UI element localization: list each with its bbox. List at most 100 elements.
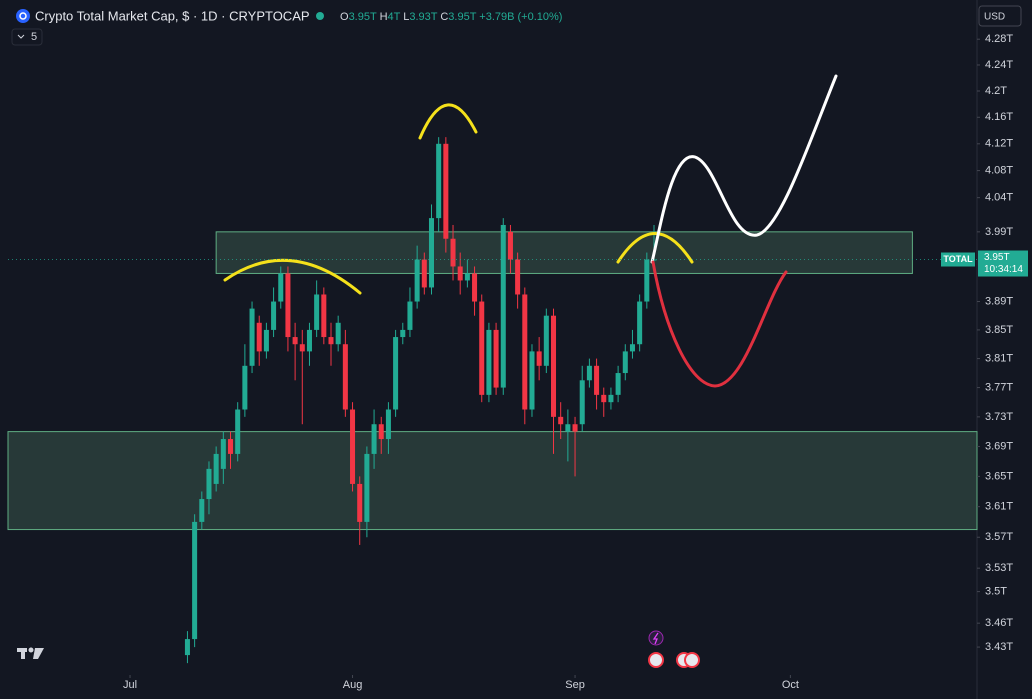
candle-body xyxy=(371,424,377,454)
y-tick-label: 3.77T xyxy=(985,381,1013,393)
candle-body xyxy=(350,409,356,484)
candle-body xyxy=(299,344,305,352)
candle-body xyxy=(428,218,435,288)
candle-body xyxy=(450,238,456,267)
x-tick-label: Oct xyxy=(782,679,799,691)
chevron xyxy=(17,34,25,39)
x-tick-label: Jul xyxy=(123,679,137,691)
y-tick-label: 4.04T xyxy=(985,192,1013,204)
zones xyxy=(7,231,978,531)
candle-body xyxy=(199,499,205,522)
candle-body xyxy=(249,308,255,366)
symbol-tag-label: TOTAL xyxy=(943,254,973,264)
yellow-arc xyxy=(616,232,694,264)
y-tick-label: 3.69T xyxy=(985,440,1013,452)
ohlc-value: 3.95T xyxy=(448,11,476,23)
candle-body xyxy=(565,424,571,432)
candle-body xyxy=(629,344,635,352)
candle-body xyxy=(271,301,277,330)
candle-body xyxy=(507,231,513,260)
y-tick-label: 3.65T xyxy=(985,470,1013,482)
price-tag xyxy=(978,250,1028,277)
candle-body xyxy=(486,329,492,395)
price-tag-countdown: 10:34:14 xyxy=(984,264,1023,275)
candle-body xyxy=(615,373,621,395)
logo-part xyxy=(21,648,25,659)
candle-body xyxy=(500,224,506,388)
candle-body xyxy=(572,424,578,432)
candle-body xyxy=(285,273,291,338)
indicators-box[interactable] xyxy=(11,28,43,46)
candle-body xyxy=(522,294,528,410)
candle-body xyxy=(213,453,219,484)
x-tick-label: Aug xyxy=(343,679,363,691)
y-tick-label: 4.2T xyxy=(985,85,1007,97)
candle-body xyxy=(256,322,262,352)
candle-body xyxy=(220,439,226,469)
candle-body xyxy=(385,409,391,440)
currency-box[interactable] xyxy=(978,5,1022,27)
logo-part xyxy=(28,647,34,653)
candle-body xyxy=(421,259,427,288)
symbol-logo xyxy=(16,9,30,23)
indicators-toggle[interactable]: 5 xyxy=(11,28,43,46)
currency-label: USD xyxy=(984,12,1005,23)
x-tick-label: Sep xyxy=(565,679,585,691)
candle-body xyxy=(378,424,384,440)
candle-body xyxy=(457,266,463,281)
candle-body xyxy=(464,273,470,281)
candle-body xyxy=(328,337,334,345)
candle-body xyxy=(321,294,327,338)
candle-body xyxy=(472,273,478,302)
candle-body xyxy=(263,329,269,352)
red-projection xyxy=(651,260,788,388)
y-tick-label: 3.99T xyxy=(985,226,1013,238)
candle-body xyxy=(608,394,614,403)
y-tick-label: 3.57T xyxy=(985,531,1013,543)
event-flag[interactable] xyxy=(648,652,664,668)
candle-body xyxy=(206,468,212,500)
y-tick-label: 3.43T xyxy=(985,641,1013,653)
y-tick-label: 3.5T xyxy=(985,586,1007,598)
candle-body xyxy=(335,322,341,345)
symbol-tag xyxy=(941,252,975,267)
candle-body xyxy=(579,380,585,425)
ohlc-label: H xyxy=(380,11,388,23)
candle-body xyxy=(407,301,413,330)
candle-body xyxy=(479,301,485,395)
ohlc-value: 3.93T xyxy=(409,11,437,23)
yellow-arc xyxy=(223,258,362,295)
ohlc-label: O xyxy=(340,11,349,23)
indicators-count: 5 xyxy=(31,31,37,43)
ohlc-label: C xyxy=(440,11,448,23)
candle-body xyxy=(278,273,284,302)
candle-body xyxy=(558,416,564,425)
white-projection xyxy=(650,74,838,264)
candle-body xyxy=(235,409,241,454)
candle-body xyxy=(292,337,298,345)
candle-body xyxy=(543,315,549,366)
y-tick-label: 3.81T xyxy=(985,352,1013,364)
candle-body xyxy=(306,329,312,352)
candle-body xyxy=(400,329,406,338)
candle-body xyxy=(436,143,442,219)
y-tick-label: 3.53T xyxy=(985,562,1013,574)
price-tag-value: 3.95T xyxy=(984,252,1010,263)
y-tick-label: 3.61T xyxy=(985,501,1013,513)
y-tick-label: 4.12T xyxy=(985,138,1013,150)
ohlc-legend: O3.95T H4T L3.93T C3.95T +3.79B (+0.10%) xyxy=(340,11,562,23)
candle-body xyxy=(529,351,535,410)
event-flag[interactable] xyxy=(684,652,700,668)
ohlc-label: L xyxy=(403,11,409,23)
y-tick-label: 4.16T xyxy=(985,111,1013,123)
y-tick-label: 3.73T xyxy=(985,411,1013,423)
logo-part xyxy=(33,648,44,659)
candle-body xyxy=(393,337,399,410)
candle-body xyxy=(357,483,363,522)
y-tick-label: 3.85T xyxy=(985,324,1013,336)
event-icon[interactable] xyxy=(648,630,664,646)
zone xyxy=(7,431,978,531)
chart-title: Crypto Total Market Cap, $ · 1D · CRYPTO… xyxy=(35,8,310,23)
currency-button[interactable]: USD xyxy=(978,5,1022,27)
price-axis-panel xyxy=(977,0,1032,699)
